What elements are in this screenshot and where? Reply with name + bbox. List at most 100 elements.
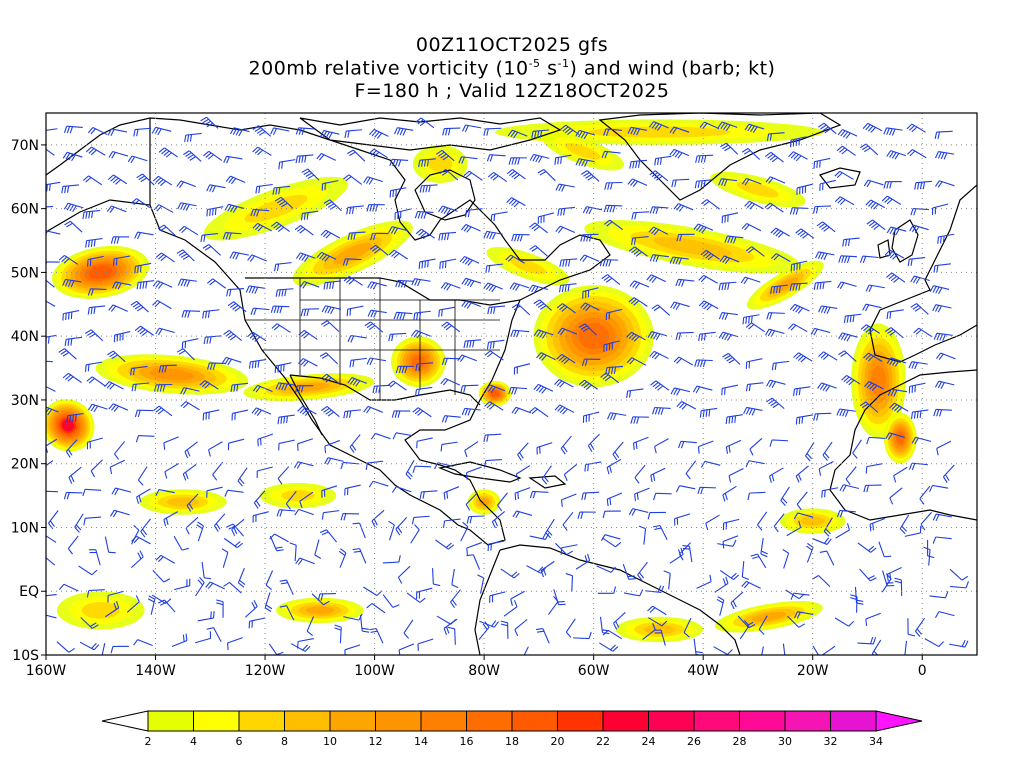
barb-flag <box>427 260 429 268</box>
wind-barb <box>346 305 364 317</box>
wind-barb <box>694 359 713 368</box>
wind-barb <box>62 278 82 288</box>
wind-barb <box>717 121 738 131</box>
barb-flag <box>914 226 920 233</box>
wind-barb <box>698 274 718 284</box>
wind-barb <box>434 462 454 470</box>
barb-flag <box>789 283 793 291</box>
barb-flag <box>227 204 232 212</box>
barb-flag <box>587 553 591 561</box>
wind-barb <box>126 595 140 613</box>
barb-flag <box>299 281 305 288</box>
vorticity-contour <box>896 431 905 445</box>
barb-flag <box>255 386 261 393</box>
barb-shaft <box>228 438 245 444</box>
barb-flag <box>138 175 145 181</box>
barb-shaft <box>344 644 361 651</box>
barb-flag <box>836 172 843 179</box>
barb-flag <box>284 383 288 391</box>
wind-barb <box>935 151 955 160</box>
colorbar-swatch <box>284 710 331 732</box>
wind-barb <box>842 237 860 247</box>
wind-barb <box>177 278 197 287</box>
wind-barb <box>629 159 648 169</box>
barb-shaft <box>323 510 340 514</box>
wind-barb <box>222 231 242 240</box>
y-tick-label: 20N <box>11 457 39 473</box>
wind-barb <box>110 645 129 654</box>
barb-shaft <box>277 466 290 479</box>
barb-shaft <box>444 518 461 522</box>
wind-barb <box>86 589 105 598</box>
barb-flag <box>209 336 212 344</box>
barb-flag <box>46 407 50 414</box>
wind-barb <box>606 458 622 475</box>
barb-flag <box>43 491 45 498</box>
barb-flag <box>66 185 70 193</box>
barb-flag <box>870 202 877 209</box>
wind-barb <box>485 263 503 273</box>
barb-flag <box>824 452 830 459</box>
barb-flag <box>142 281 145 289</box>
wind-barb <box>88 549 101 566</box>
barb-flag <box>71 154 76 162</box>
barb-flag <box>749 203 755 210</box>
barb-flag <box>884 197 891 203</box>
barb-flag <box>700 276 707 283</box>
barb-flag <box>871 223 878 229</box>
barb-shaft <box>212 461 224 475</box>
x-tick-label: 80W <box>468 663 500 679</box>
wind-barb <box>438 231 457 241</box>
barb-flag <box>648 275 655 282</box>
barb-flag <box>505 254 512 261</box>
y-tick-label: 30N <box>11 393 39 409</box>
barb-flag <box>901 525 908 532</box>
barb-flag <box>821 224 828 230</box>
barb-flag <box>87 288 91 296</box>
barb-flag <box>273 324 280 331</box>
barb-flag <box>742 317 745 325</box>
wind-barb <box>651 406 671 415</box>
wind-barb <box>245 285 266 294</box>
wind-barb <box>458 156 478 164</box>
barb-flag <box>327 203 335 208</box>
barb-shaft <box>564 463 578 475</box>
barb-flag <box>581 381 588 387</box>
barb-flag <box>443 492 446 500</box>
barb-flag <box>63 258 70 264</box>
barb-flag <box>422 185 426 193</box>
barb-flag <box>933 265 936 273</box>
barb-flag <box>464 408 469 416</box>
barb-flag <box>373 151 380 158</box>
barb-flag <box>390 227 396 234</box>
barb-flag <box>745 246 752 252</box>
wind-barb <box>66 413 84 423</box>
barb-flag <box>702 410 705 418</box>
wind-barb <box>164 463 179 479</box>
barb-flag <box>884 327 892 333</box>
barb-flag <box>137 552 142 560</box>
wind-barb <box>347 231 366 241</box>
barb-flag <box>139 265 142 273</box>
barb-shaft <box>297 438 314 445</box>
barb-flag <box>514 629 519 637</box>
wind-barb <box>252 125 272 137</box>
barb-flag <box>489 154 494 162</box>
wind-barb <box>598 642 619 652</box>
barb-flag <box>745 316 748 324</box>
barb-flag <box>444 358 448 366</box>
barb-flag <box>562 445 568 453</box>
wind-barb <box>859 143 879 156</box>
barb-flag <box>819 282 822 290</box>
barb-flag <box>256 209 260 217</box>
wind-barb <box>225 175 246 185</box>
barb-flag <box>138 495 142 503</box>
wind-barb <box>812 575 831 588</box>
barb-flag <box>935 286 940 294</box>
barb-flag <box>209 208 211 217</box>
barb-flag <box>914 437 919 445</box>
wind-barb <box>87 288 107 296</box>
barb-flag <box>554 404 561 411</box>
barb-flag <box>155 281 161 288</box>
barb-flag <box>465 504 471 511</box>
